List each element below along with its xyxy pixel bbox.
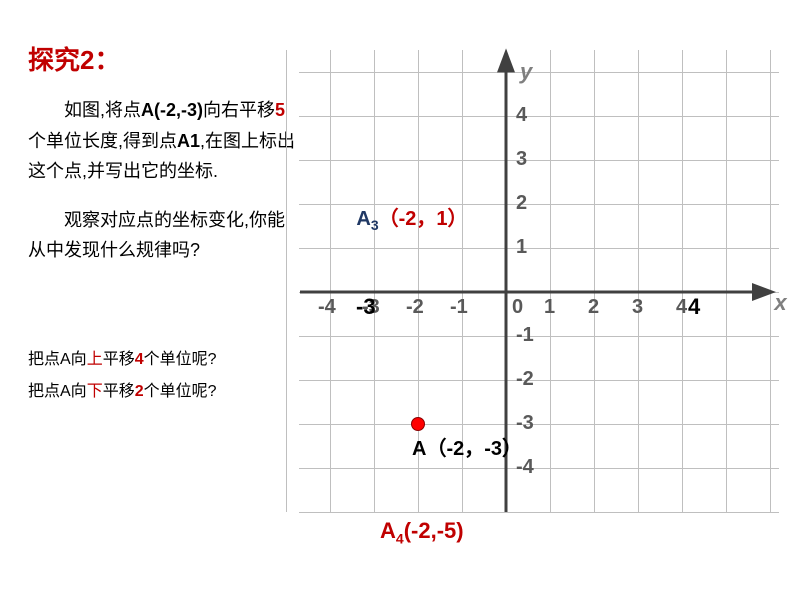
y-tick-label: 1 — [516, 236, 527, 259]
x-tick-label-emph: 4 — [688, 294, 700, 320]
p1-bold1: A(-2,-3) — [141, 100, 203, 120]
point-a3-label: A3（-2，1） — [356, 202, 467, 233]
point-a-label: A（-2，-3） — [412, 432, 522, 461]
origin-label: 0 — [512, 296, 523, 319]
x-tick-label-emph: -3 — [356, 294, 376, 320]
y-tick-label: 3 — [516, 148, 527, 171]
left-panel: 探究2： 如图,将点A(-2,-3)向右平移5个单位长度,得到点A1,在图上标出… — [28, 40, 298, 408]
gridline-vertical — [286, 50, 287, 512]
p1-red1: 5 — [275, 100, 285, 120]
x-tick-label: -2 — [406, 296, 424, 319]
point-a — [411, 417, 425, 431]
y-tick-label: 4 — [516, 104, 527, 127]
title: 探究2： — [28, 40, 298, 77]
y-tick-label: 2 — [516, 192, 527, 215]
x-tick-label: -4 — [318, 296, 336, 319]
paragraph-1: 如图,将点A(-2,-3)向右平移5个单位长度,得到点A1,在图上标出这个点,并… — [28, 95, 298, 187]
p2-text: 观察对应点的坐标变化,你能从中发现什么规律吗? — [28, 210, 285, 261]
question-1: 把点A向上平移4个单位呢? — [28, 344, 298, 376]
question-2: 把点A向下平移2个单位呢? — [28, 376, 298, 408]
y-tick-label: -1 — [516, 324, 534, 347]
p1-bold2: A1 — [177, 131, 200, 151]
x-tick-label: 4 — [676, 296, 687, 319]
paragraph-2: 观察对应点的坐标变化,你能从中发现什么规律吗? — [28, 205, 298, 266]
x-tick-label: 2 — [588, 296, 599, 319]
axes — [300, 20, 780, 540]
p1-mid1: 向右平移 — [203, 100, 275, 120]
coordinate-chart: -4-3-2-11234-3401234-1-2-3-4xyA（-2，-3）A3… — [300, 20, 780, 540]
point-a4-label: A4(-2,-5) — [380, 518, 464, 546]
p1-pre: 如图,将点 — [64, 100, 141, 120]
x-tick-label: 3 — [632, 296, 643, 319]
x-tick-label: 1 — [544, 296, 555, 319]
p1-mid2: 个单位长度,得到点 — [28, 131, 177, 151]
y-tick-label: -2 — [516, 368, 534, 391]
y-axis-label: y — [520, 59, 532, 85]
x-axis-label: x — [774, 290, 786, 316]
x-tick-label: -1 — [450, 296, 468, 319]
